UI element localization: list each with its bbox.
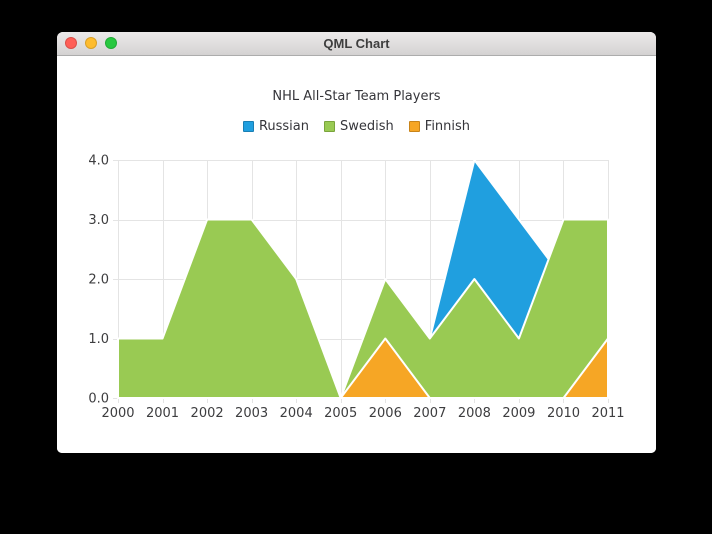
legend-item-swedish: Swedish [324, 119, 394, 134]
legend-item-russian: Russian [242, 118, 310, 134]
legend-marker-swedish [324, 120, 336, 132]
x-tick-label: 2009 [502, 406, 535, 421]
y-tick-label: 3.0 [88, 213, 109, 228]
window-titlebar[interactable]: QML Chart [57, 32, 656, 56]
x-tick-label: 2004 [280, 406, 313, 421]
x-tick-label: 2001 [146, 406, 179, 421]
minimize-button[interactable] [85, 37, 97, 49]
y-tick-label: 0.0 [88, 392, 109, 407]
close-button[interactable] [65, 37, 77, 49]
chart-svg: 2000 2001 2002 2003 2004 2005 2006 2007 2008 2009… [88, 154, 624, 422]
legend-label: Swedish [340, 118, 394, 134]
chart-title: NHL All-Star Team Players [272, 89, 441, 104]
legend-label: Russian [258, 118, 310, 134]
area-finnish [117, 337, 609, 399]
zoom-button[interactable] [105, 37, 117, 49]
chart-legend: Russian Swedish Finnish [57, 118, 656, 134]
x-tick-label: 2011 [591, 406, 624, 421]
legend-marker-russian [242, 120, 254, 132]
app-window: QML Chart NHL All-Star Team Players Russ… [57, 32, 656, 453]
x-tick-label: 2010 [547, 406, 580, 421]
window-title: QML Chart [323, 36, 390, 51]
x-tick-label: 2002 [191, 406, 224, 421]
y-tick-label: 2.0 [88, 273, 109, 288]
x-tick-label: 2006 [369, 406, 402, 421]
x-tick-label: 2007 [413, 406, 446, 421]
legend-item-finnish: Finnish [408, 118, 471, 134]
x-tick-label: 2005 [324, 406, 357, 421]
y-tick-label: 1.0 [88, 332, 109, 347]
legend-label: Finnish [424, 118, 471, 134]
y-tick-label: 4.0 [88, 154, 109, 169]
x-tick-label: 2000 [101, 406, 134, 421]
chart-view: NHL All-Star Team Players Russian Swedish… [57, 56, 656, 453]
x-tick-label: 2008 [458, 406, 491, 421]
axis-labels: 2000 2001 2002 2003 2004 2005 2006 2007 2008 2009… [88, 154, 624, 422]
traffic-lights [65, 37, 117, 49]
x-tick-label: 2003 [235, 406, 268, 421]
legend-marker-finnish [408, 120, 420, 132]
